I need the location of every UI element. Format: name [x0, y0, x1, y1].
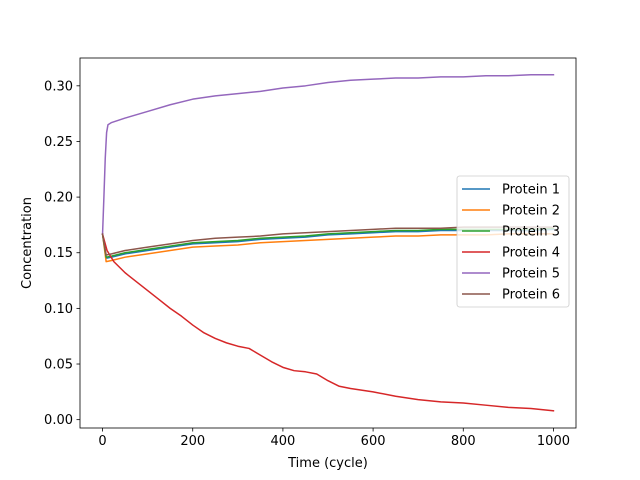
y-tick-label: 0.30	[44, 79, 73, 94]
x-axis: 0 200 400 600 800 1000	[98, 428, 570, 449]
legend-label-5: Protein 5	[502, 267, 560, 282]
legend-label-4: Protein 4	[502, 246, 560, 261]
legend-label-2: Protein 2	[502, 204, 560, 219]
y-axis-label: Concentration	[20, 197, 35, 289]
x-tick-label: 0	[98, 434, 106, 449]
series-line-4	[101, 233, 555, 412]
legend-label-3: Protein 3	[502, 225, 560, 240]
y-tick-label: 0.05	[44, 358, 73, 373]
x-tick-label: 1000	[537, 434, 570, 449]
legend-frame	[456, 175, 570, 308]
series-line-5	[101, 73, 555, 235]
x-tick-label: 200	[180, 434, 205, 449]
legend-label-6: Protein 6	[502, 288, 560, 303]
y-tick-label: 0.00	[44, 413, 73, 428]
x-tick-label: 800	[451, 434, 476, 449]
y-tick-label: 0.25	[44, 135, 73, 150]
plot-frame	[79, 57, 577, 429]
y-tick-label: 0.10	[44, 302, 73, 317]
legend: Protein 1 Protein 2 Protein 3 Protein 4 Prot…	[456, 175, 570, 308]
x-axis-label: Time (cycle)	[287, 456, 368, 471]
x-tick-label: 400	[270, 434, 295, 449]
x-tick-label: 600	[361, 434, 386, 449]
y-axis: 0.00 0.05 0.10 0.15 0.20 0.25 0.30	[44, 79, 80, 428]
y-tick-label: 0.20	[44, 191, 73, 206]
y-tick-label: 0.15	[44, 246, 73, 261]
series-layer	[101, 73, 555, 412]
legend-label-1: Protein 1	[502, 183, 560, 198]
legend-items: Protein 1 Protein 2 Protein 3 Protein 4 Prot…	[462, 183, 560, 303]
